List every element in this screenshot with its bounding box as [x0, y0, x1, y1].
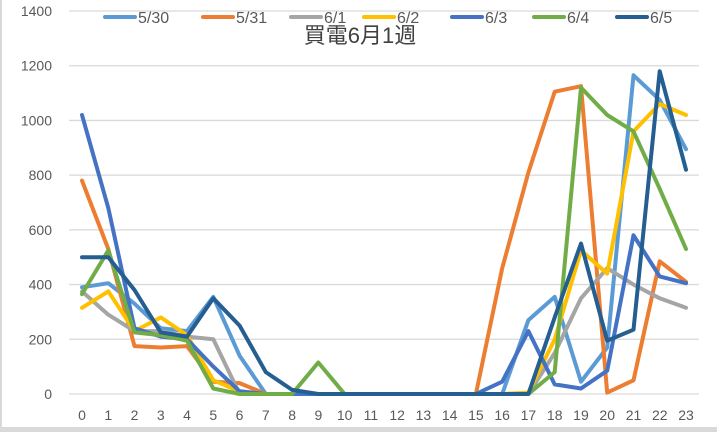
y-tick-label: 800 — [29, 167, 53, 183]
y-tick-label: 0 — [44, 386, 52, 402]
legend-item: 5/31 — [201, 10, 267, 27]
x-tick-label: 10 — [337, 407, 353, 423]
legend-label: 6/3 — [485, 10, 507, 27]
x-tick-label: 11 — [364, 407, 379, 423]
x-tick-label: 5 — [209, 407, 217, 423]
legend-item: 6/4 — [532, 10, 589, 27]
x-axis-ticks: 0 1 2 3 4 5 6 7 8 9 10 11 12 13 14 15 16 17 18 19 20 21 22 23 — [78, 407, 694, 423]
y-axis-ticks: 0 200 400 600 800 1000 1200 1400 — [21, 3, 52, 402]
legend-item: 6/1 — [289, 10, 346, 27]
legend-item: 6/2 — [362, 10, 419, 27]
x-tick-label: 12 — [389, 407, 405, 423]
x-tick-label: 17 — [521, 407, 537, 423]
x-tick-label: 15 — [468, 407, 484, 423]
legend-label: 6/1 — [324, 10, 346, 27]
x-tick-label: 13 — [416, 407, 432, 423]
x-tick-label: 19 — [573, 407, 589, 423]
x-tick-label: 6 — [236, 407, 244, 423]
x-tick-label: 3 — [157, 407, 165, 423]
y-tick-label: 1400 — [21, 3, 52, 19]
x-tick-label: 1 — [104, 407, 112, 423]
x-tick-label: 23 — [678, 407, 694, 423]
x-tick-label: 16 — [494, 407, 510, 423]
x-tick-label: 0 — [78, 407, 86, 423]
x-tick-label: 8 — [288, 407, 296, 423]
x-tick-label: 9 — [314, 407, 322, 423]
series-line-6/5 — [80, 69, 688, 396]
data-series — [80, 69, 688, 396]
chart-title: 買電6月1週 — [304, 23, 416, 48]
y-tick-label: 1000 — [21, 112, 52, 128]
x-tick-label: 22 — [652, 407, 668, 423]
y-tick-label: 200 — [29, 331, 53, 347]
x-tick-label: 18 — [547, 407, 563, 423]
legend-label: 5/30 — [138, 10, 169, 27]
legend-label: 6/4 — [567, 10, 589, 27]
legend-label: 5/31 — [236, 10, 267, 27]
legend-label: 6/5 — [650, 10, 672, 27]
x-tick-label: 14 — [442, 407, 458, 423]
x-tick-label: 20 — [599, 407, 615, 423]
series-line-5/31 — [80, 84, 688, 396]
legend-label: 6/2 — [397, 10, 419, 27]
legend-item: 6/5 — [615, 10, 672, 27]
y-tick-label: 400 — [29, 277, 53, 293]
y-tick-label: 1200 — [21, 58, 52, 74]
x-tick-label: 21 — [626, 407, 642, 423]
x-tick-label: 4 — [183, 407, 191, 423]
y-tick-label: 600 — [29, 222, 53, 238]
x-tick-label: 2 — [131, 407, 139, 423]
legend-item: 6/3 — [450, 10, 507, 27]
legend-item: 5/30 — [103, 10, 169, 27]
legend: 5/30 5/31 6/1 6/2 6/3 6/4 6/5 — [103, 10, 672, 27]
x-tick-label: 7 — [262, 407, 270, 423]
